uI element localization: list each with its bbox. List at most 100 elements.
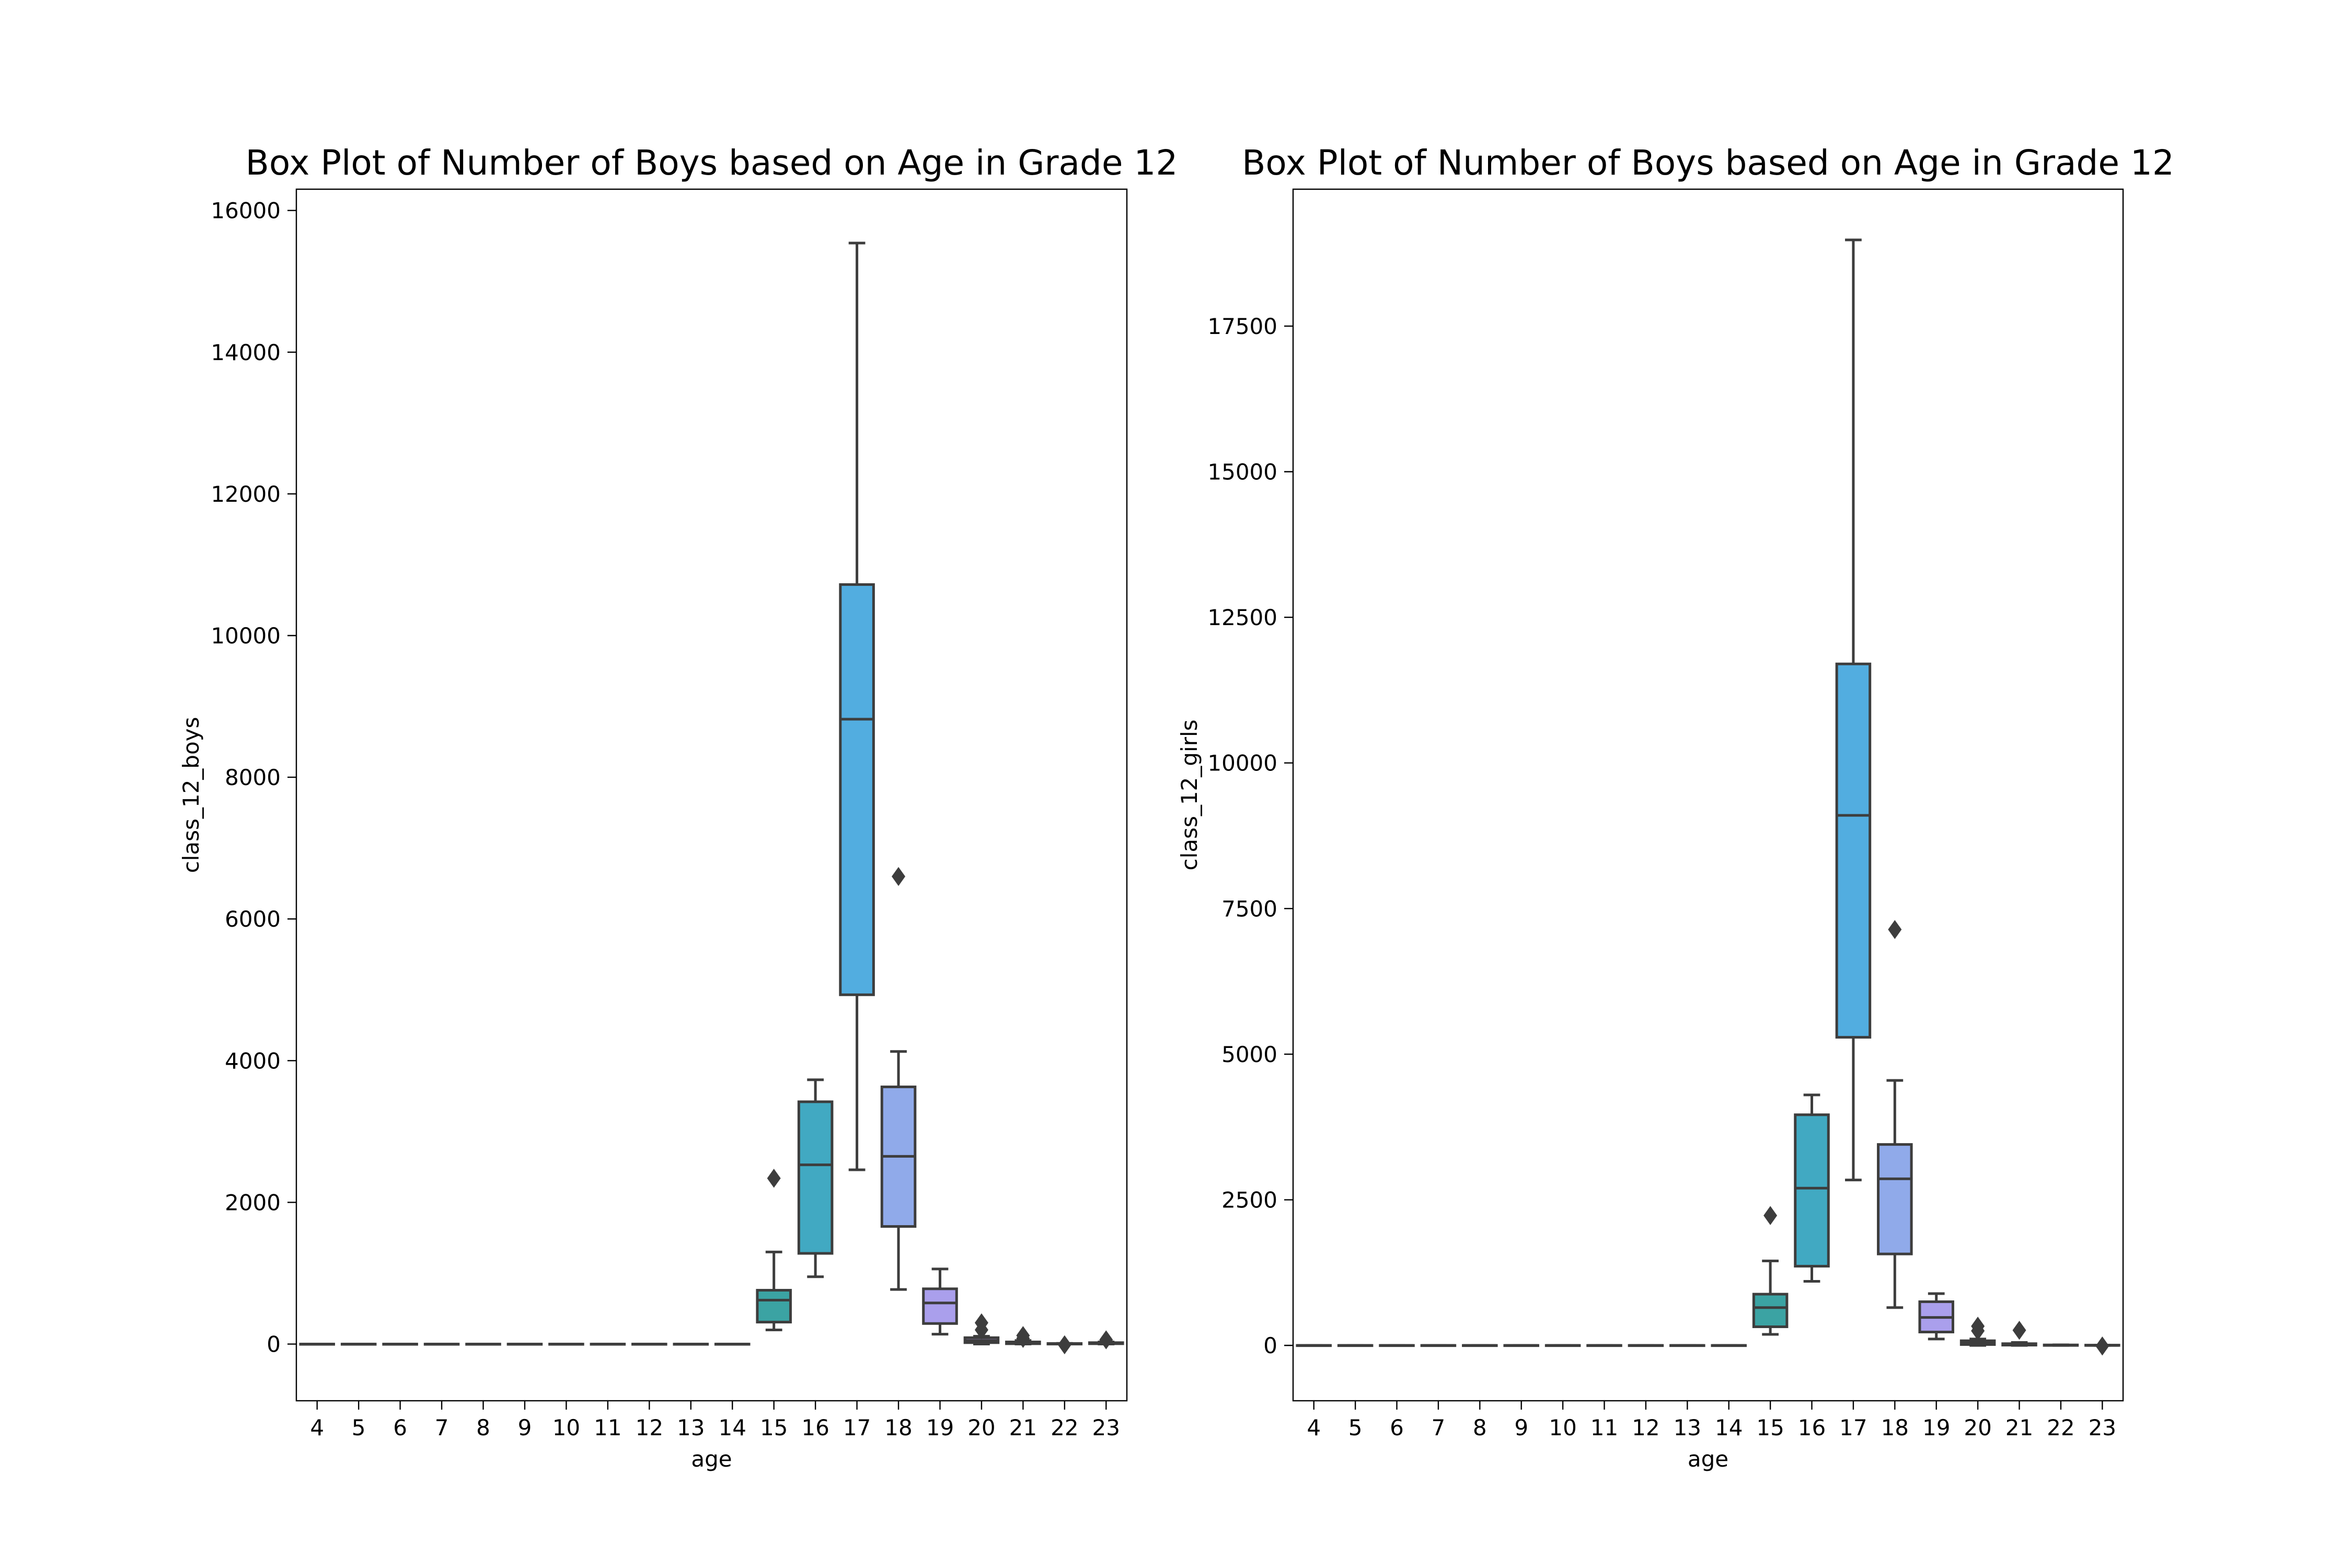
x-tick-label: 10 xyxy=(1549,1415,1576,1440)
box-age-13 xyxy=(673,1343,709,1346)
box-age-17 xyxy=(839,241,875,1171)
outlier-point xyxy=(1099,1330,1113,1350)
x-tick-label: 15 xyxy=(760,1415,788,1440)
x-tick-label: 16 xyxy=(1798,1415,1826,1440)
box-age-14 xyxy=(1711,1344,1747,1347)
y-tick-label: 15000 xyxy=(1207,459,1277,485)
plot-frame xyxy=(295,188,1128,1402)
box-age-9 xyxy=(506,1343,543,1346)
x-tick-label: 18 xyxy=(884,1415,912,1440)
box-iqr xyxy=(1794,1113,1830,1268)
y-tick-label: 2000 xyxy=(225,1190,281,1215)
box-age-5 xyxy=(1337,1344,1374,1347)
chart-title: Box Plot of Number of Boys based on Age … xyxy=(246,143,1178,183)
x-tick-label: 7 xyxy=(1432,1415,1446,1440)
box-age-8 xyxy=(465,1343,501,1346)
chart-title: Box Plot of Number of Boys based on Age … xyxy=(1242,143,2174,183)
box-age-17 xyxy=(1835,238,1872,1182)
box-age-5 xyxy=(340,1343,377,1346)
y-tick-label: 12500 xyxy=(1207,605,1277,630)
outlier-point xyxy=(1763,1206,1778,1225)
outlier-point xyxy=(767,1169,781,1188)
x-tick-label: 9 xyxy=(518,1415,532,1440)
x-tick-label: 18 xyxy=(1881,1415,1909,1440)
x-tick-label: 4 xyxy=(1307,1415,1321,1440)
outlier-point xyxy=(892,867,906,886)
y-tick-label: 16000 xyxy=(211,198,281,224)
box-age-4 xyxy=(299,1343,336,1346)
box-age-23 xyxy=(1088,1330,1124,1350)
x-tick-label: 20 xyxy=(967,1415,995,1440)
x-axis-label: age xyxy=(1688,1446,1728,1472)
x-tick-label: 22 xyxy=(2047,1415,2074,1440)
box-age-20 xyxy=(963,1313,1000,1346)
box-age-19 xyxy=(1918,1292,1954,1341)
y-tick-label: 10000 xyxy=(1207,751,1277,776)
box-age-6 xyxy=(1379,1344,1415,1347)
y-tick-label: 2500 xyxy=(1221,1187,1277,1213)
y-tick-label: 17500 xyxy=(1207,314,1277,339)
x-tick-label: 19 xyxy=(926,1415,954,1440)
x-tick-label: 10 xyxy=(552,1415,580,1440)
x-tick-label: 5 xyxy=(352,1415,366,1440)
x-tick-label: 13 xyxy=(1674,1415,1701,1440)
y-tick-label: 5000 xyxy=(1221,1042,1277,1067)
y-tick-label: 6000 xyxy=(225,906,281,932)
x-tick-label: 13 xyxy=(677,1415,705,1440)
box-age-19 xyxy=(922,1267,958,1336)
outlier-point xyxy=(1888,920,1902,939)
outlier-point xyxy=(1971,1317,1985,1336)
x-tick-label: 5 xyxy=(1348,1415,1363,1440)
box-age-7 xyxy=(423,1343,460,1346)
x-tick-label: 14 xyxy=(1715,1415,1743,1440)
x-tick-label: 20 xyxy=(1964,1415,1991,1440)
box-age-18 xyxy=(1877,920,1913,1309)
x-tick-label: 16 xyxy=(801,1415,829,1440)
box-iqr xyxy=(1752,1293,1789,1328)
x-tick-label: 8 xyxy=(476,1415,490,1440)
x-tick-label: 4 xyxy=(310,1415,324,1440)
box-iqr xyxy=(839,583,875,996)
x-tick-label: 21 xyxy=(2005,1415,2033,1440)
box-age-9 xyxy=(1503,1344,1539,1347)
box-age-21 xyxy=(2001,1320,2037,1347)
box-age-11 xyxy=(1586,1344,1622,1347)
box-age-18 xyxy=(880,867,917,1291)
x-tick-label: 12 xyxy=(636,1415,663,1440)
box-iqr xyxy=(756,1289,792,1324)
left-chart: Box Plot of Number of Boys based on Age … xyxy=(178,143,1178,1472)
box-iqr xyxy=(1877,1143,1913,1255)
outlier-point xyxy=(1057,1335,1071,1355)
y-tick-label: 0 xyxy=(267,1332,281,1357)
outlier-point xyxy=(1016,1326,1030,1345)
box-age-12 xyxy=(1628,1344,1664,1347)
outlier-point xyxy=(974,1313,988,1333)
x-tick-label: 17 xyxy=(843,1415,871,1440)
outlier-point xyxy=(2095,1336,2109,1356)
box-age-15 xyxy=(756,1169,792,1331)
box-age-14 xyxy=(714,1343,751,1346)
x-tick-label: 17 xyxy=(1839,1415,1867,1440)
box-age-8 xyxy=(1462,1344,1498,1347)
x-tick-label: 15 xyxy=(1756,1415,1784,1440)
right-chart: Box Plot of Number of Boys based on Age … xyxy=(1177,143,2174,1472)
y-axis-label: class_12_boys xyxy=(178,717,204,873)
x-axis-label: age xyxy=(691,1446,732,1472)
x-tick-label: 7 xyxy=(435,1415,449,1440)
box-age-7 xyxy=(1420,1344,1457,1347)
x-tick-label: 6 xyxy=(393,1415,407,1440)
x-tick-label: 6 xyxy=(1390,1415,1404,1440)
x-tick-label: 11 xyxy=(1590,1415,1618,1440)
x-tick-label: 11 xyxy=(594,1415,621,1440)
y-tick-label: 12000 xyxy=(211,481,281,507)
box-age-21 xyxy=(1005,1326,1041,1348)
y-tick-label: 7500 xyxy=(1221,896,1277,921)
outlier-point xyxy=(2012,1320,2026,1340)
box-age-6 xyxy=(382,1343,418,1346)
x-tick-label: 14 xyxy=(718,1415,746,1440)
x-tick-label: 19 xyxy=(1922,1415,1950,1440)
box-age-10 xyxy=(548,1343,584,1346)
box-iqr xyxy=(1835,662,1872,1039)
